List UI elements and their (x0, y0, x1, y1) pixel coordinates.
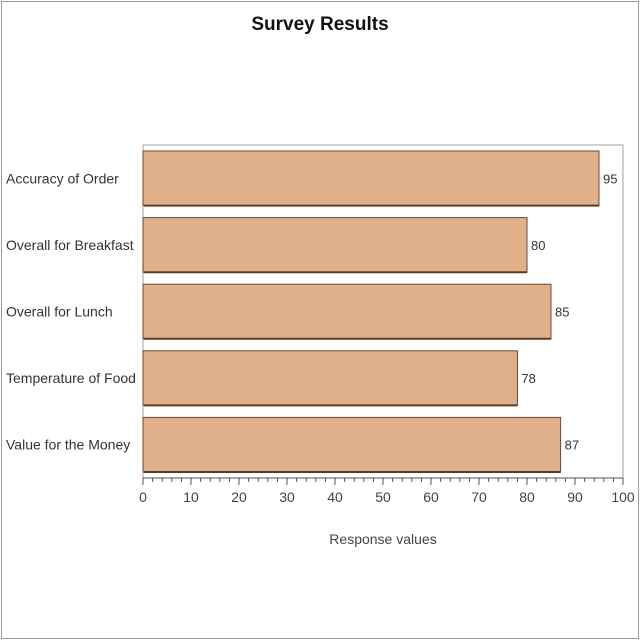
category-label: Overall for Breakfast (6, 237, 134, 253)
tick-label: 50 (375, 489, 391, 505)
tick-label: 70 (471, 489, 487, 505)
category-label: Temperature of Food (6, 370, 136, 386)
data-label: 80 (531, 238, 545, 253)
data-label: 85 (555, 305, 569, 320)
tick-label: 20 (231, 489, 247, 505)
tick-label: 10 (183, 489, 199, 505)
bar (142, 416, 562, 473)
tick-label: 0 (139, 489, 147, 505)
bar (142, 150, 600, 207)
data-label: 95 (603, 171, 617, 186)
tick-label: 30 (279, 489, 295, 505)
data-label: 78 (521, 371, 535, 386)
tick-label: 40 (327, 489, 343, 505)
x-axis-title: Response values (329, 531, 436, 547)
category-label: Overall for Lunch (6, 304, 113, 320)
tick-label: 90 (567, 489, 583, 505)
category-label: Accuracy of Order (6, 170, 119, 186)
tick-label: 100 (611, 489, 635, 505)
bar (142, 283, 552, 340)
chart-title: Survey Results (251, 14, 389, 35)
tick-label: 80 (519, 489, 535, 505)
bar (142, 350, 518, 406)
data-label: 87 (565, 438, 579, 453)
category-label: Value for the Money (6, 437, 130, 453)
bar (142, 217, 528, 273)
tick-label: 60 (423, 489, 439, 505)
